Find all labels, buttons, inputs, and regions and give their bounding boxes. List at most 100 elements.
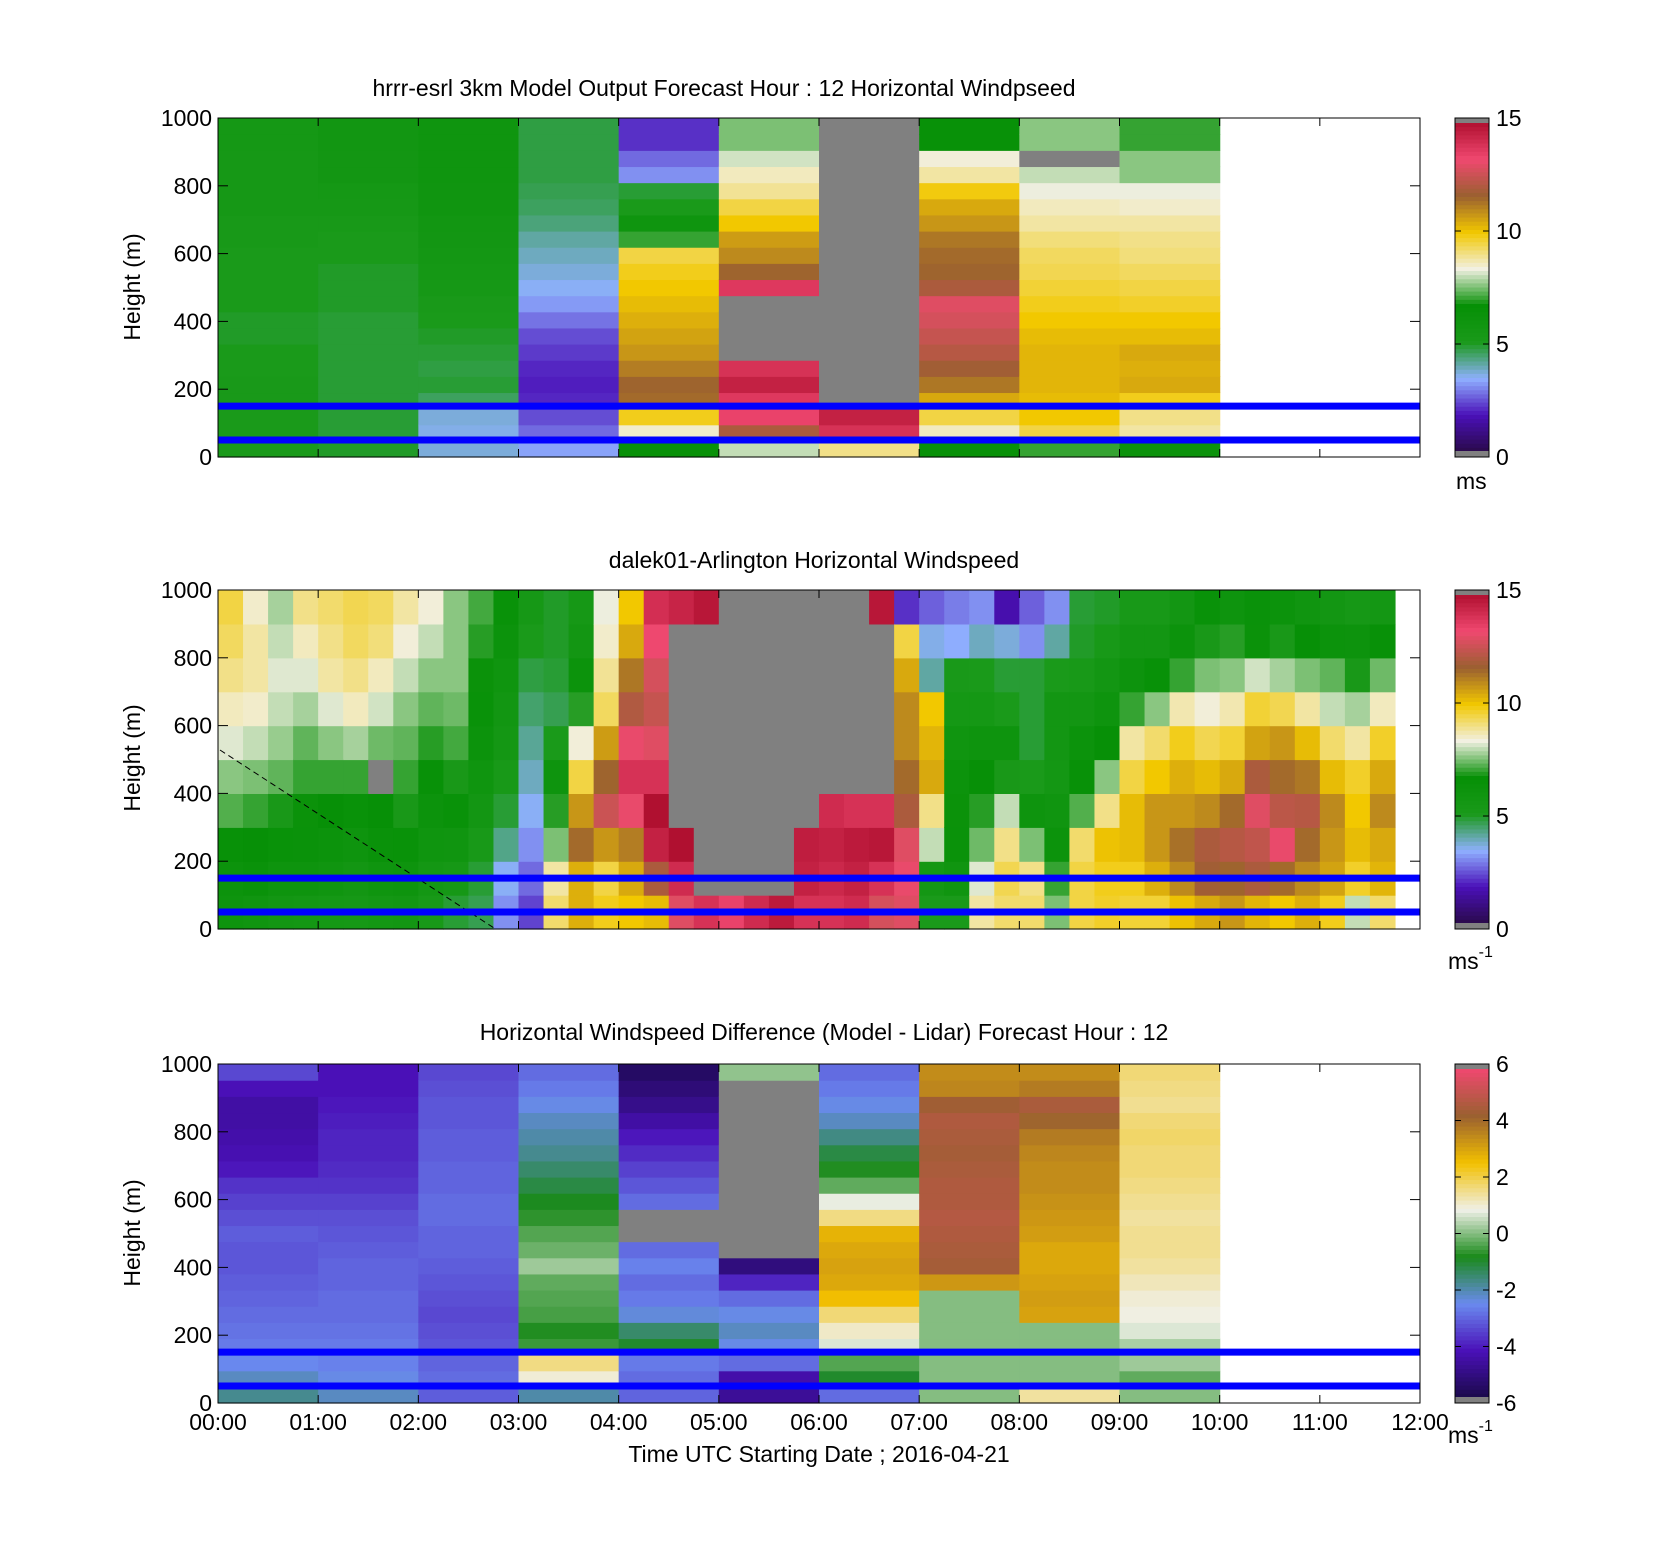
- colorbar-segment: [1455, 390, 1489, 395]
- reference-lines: [218, 1348, 1420, 1390]
- heatmap-cell: [693, 793, 720, 828]
- heatmap-cell: [293, 725, 319, 761]
- colorbar-segment: [1455, 685, 1489, 691]
- colorbar-segment: [1455, 217, 1489, 223]
- heatmap-cell: [969, 590, 995, 625]
- colorbar-segment: [1455, 373, 1489, 379]
- heatmap-cell: [869, 657, 895, 693]
- heatmap-cell: [1269, 623, 1296, 659]
- heatmap-cell: [718, 118, 820, 135]
- colorbar-segment: [1455, 759, 1489, 765]
- heatmap-cell: [618, 1080, 720, 1097]
- heatmap-cell: [819, 327, 920, 345]
- y-tick-label: 800: [174, 1119, 212, 1145]
- heatmap-cell: [318, 1096, 419, 1114]
- heatmap-cell: [819, 1386, 920, 1404]
- heatmap-cell: [468, 759, 495, 794]
- heatmap-cell: [1144, 725, 1171, 761]
- heatmap-cell: [1269, 590, 1296, 625]
- axis-ticks: 0 200 400 600 800 1000: [161, 577, 1421, 942]
- colorbar-tick-label: 0: [1496, 1221, 1509, 1247]
- heatmap-cell: [618, 1273, 720, 1291]
- heatmap-cell: [1044, 793, 1071, 828]
- heatmap-cell: [218, 263, 319, 281]
- colorbar-segment: [1455, 611, 1489, 617]
- heatmap-cell: [393, 725, 419, 761]
- heatmap-cell: [1144, 793, 1171, 828]
- heatmap-cell: [318, 827, 344, 862]
- heatmap-cell: [1219, 590, 1246, 625]
- heatmap-cell: [518, 1144, 620, 1162]
- colorbar-segment: [1455, 1134, 1489, 1140]
- heatmap-cell: [718, 623, 745, 659]
- heatmap-cell: [919, 1128, 1020, 1146]
- colorbar-segment: [1455, 1356, 1489, 1362]
- heatmap-cell: [1119, 166, 1221, 184]
- y-tick-label: 0: [199, 444, 212, 470]
- colorbar-segment: [1455, 147, 1489, 153]
- heatmap-cell: [894, 590, 920, 625]
- colorbar-segment: [1455, 201, 1489, 206]
- heatmap-cell: [393, 793, 419, 828]
- colorbar-over: [1455, 590, 1489, 596]
- heatmap-cell: [718, 1257, 820, 1275]
- heatmap-cell: [518, 1306, 620, 1323]
- heatmap-cell: [643, 725, 670, 761]
- heatmap-cell: [1344, 725, 1371, 761]
- heatmap-cell: [618, 1225, 720, 1243]
- colorbar-segment: [1455, 825, 1489, 830]
- colorbar-segment: [1455, 414, 1489, 420]
- heatmap-cell: [1069, 759, 1096, 794]
- colorbar-segment: [1455, 1212, 1489, 1218]
- heatmap-cell: [1119, 691, 1146, 727]
- heatmap-cell: [919, 344, 1020, 361]
- heatmap-cell: [1019, 327, 1121, 345]
- heatmap-cell: [368, 657, 394, 693]
- heatmap-cell: [493, 691, 520, 727]
- colorbar-segment: [1455, 377, 1489, 383]
- colorbar-segment: [1455, 229, 1489, 235]
- heatmap-cell: [1319, 691, 1346, 727]
- heatmap-cell: [919, 440, 1020, 458]
- heatmap-cell: [819, 691, 845, 727]
- heatmap-cell: [518, 1354, 620, 1372]
- colorbar-segment: [1455, 673, 1489, 678]
- colorbar-segment: [1455, 664, 1489, 670]
- heatmap-cell: [418, 1354, 520, 1372]
- heatmap-cell: [1019, 1064, 1121, 1081]
- y-tick-label: 600: [174, 241, 212, 267]
- heatmap-cell: [218, 360, 319, 377]
- heatmap-cell: [643, 590, 670, 625]
- heatmap-cell: [718, 263, 820, 281]
- heatmap-cell: [393, 590, 419, 625]
- heatmap-cell: [1244, 759, 1271, 794]
- heatmap-cell: [919, 1241, 1020, 1259]
- colorbar-segment: [1455, 1130, 1489, 1136]
- heatmap-cell: [1344, 623, 1371, 659]
- heatmap-cell: [318, 1241, 419, 1259]
- heatmap-cell: [318, 759, 344, 794]
- y-tick-label: 1000: [161, 577, 212, 603]
- heatmap-cell: [1019, 231, 1121, 248]
- heatmap-cell: [1169, 827, 1196, 862]
- colorbar-segment: [1455, 796, 1489, 802]
- colorbar-tick-label: -6: [1496, 1390, 1516, 1416]
- heatmap-cell: [618, 1209, 720, 1227]
- heatmap-cell: [1194, 827, 1221, 862]
- heatmap-cell: [1119, 279, 1221, 297]
- heatmap-cell: [718, 408, 820, 426]
- heatmap-cell: [919, 118, 1020, 135]
- colorbar-segment: [1455, 1138, 1489, 1144]
- colorbar-segment: [1455, 160, 1489, 165]
- heatmap-cell: [418, 182, 520, 200]
- heatmap-cell: [318, 590, 344, 625]
- heatmap-cell: [718, 1225, 820, 1243]
- colorbar-segment: [1455, 1245, 1489, 1251]
- heatmap-cell: [543, 759, 570, 794]
- heatmap-cell: [593, 793, 620, 828]
- heatmap-cell: [919, 295, 1020, 313]
- heatmap-cell: [318, 376, 419, 394]
- heatmap-cell: [668, 827, 695, 862]
- heatmap-cell: [1194, 657, 1221, 693]
- heatmap-cell: [318, 1273, 419, 1291]
